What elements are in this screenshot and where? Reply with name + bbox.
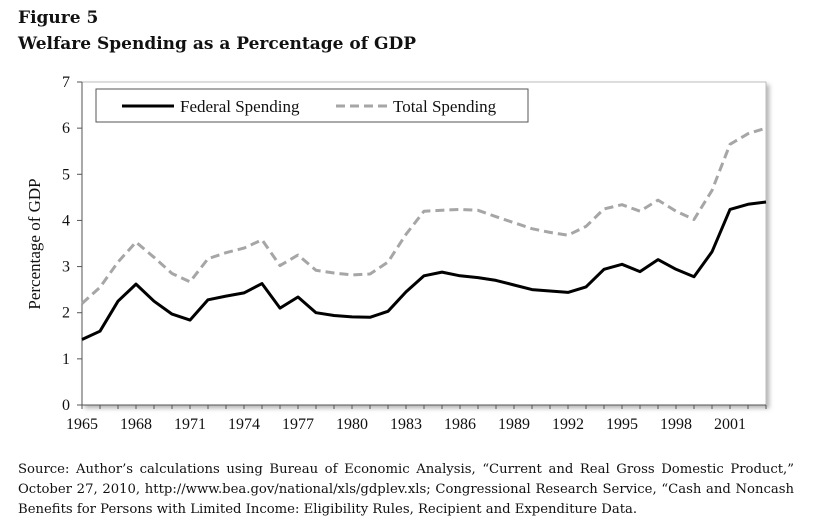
x-tick-label: 1992 <box>552 416 584 433</box>
x-tick-label: 1986 <box>444 416 476 433</box>
y-tick-label: 4 <box>62 212 70 229</box>
source-note: Source: Author’s calculations using Bure… <box>18 462 794 517</box>
series-line-total-spending <box>80 126 767 305</box>
x-tick-label: 1971 <box>174 416 206 433</box>
y-tick-label: 7 <box>62 74 70 91</box>
x-tick-label: 1995 <box>606 416 638 433</box>
chart-title: Welfare Spending as a Percentage of GDP <box>18 34 417 54</box>
x-tick-label: 1977 <box>282 416 314 433</box>
y-tick-label: 6 <box>62 120 70 137</box>
line-chart: 0 1 2 3 4 5 6 7 1965 1968 1971 1974 1977 1980 1983 1986… <box>25 74 767 433</box>
axes: 0 1 2 3 4 5 6 7 1965 1968 1971 1974 1977 1980 1983 1986… <box>62 74 767 433</box>
series-line-federal-spending <box>81 200 767 341</box>
y-tick-label: 2 <box>62 305 70 322</box>
y-tick-label: 3 <box>62 259 70 276</box>
x-tick-label: 1968 <box>120 416 152 433</box>
y-tick-label: 5 <box>62 166 70 183</box>
y-tick-label: 0 <box>62 397 70 414</box>
x-tick-label: 1989 <box>498 416 530 433</box>
x-tick-label: 1980 <box>336 416 368 433</box>
x-tick-label: 2001 <box>714 416 746 433</box>
x-tick-label: 1983 <box>390 416 422 433</box>
x-tick-label: 1965 <box>66 416 98 433</box>
x-tick-label: 1974 <box>228 416 260 433</box>
series-layer <box>80 126 767 341</box>
figure-label: Figure 5 <box>18 8 99 28</box>
legend: Federal Spending Total Spending <box>95 88 529 123</box>
plot-area-frame <box>81 81 767 406</box>
legend-label: Federal Spending <box>180 97 300 116</box>
y-tick-label: 1 <box>62 351 70 368</box>
y-axis-title: Percentage of GDP <box>25 178 44 309</box>
legend-label: Total Spending <box>393 97 497 116</box>
x-tick-label: 1998 <box>660 416 692 433</box>
